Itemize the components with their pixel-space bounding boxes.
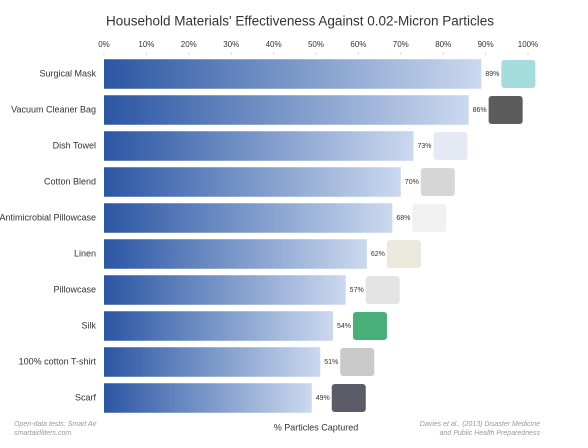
- y-tick-label: Vacuum Cleaner Bag: [11, 104, 96, 114]
- x-tick-label: 100%: [518, 40, 538, 49]
- bar: [104, 239, 367, 269]
- source-note: smartairfilters.com: [14, 430, 71, 437]
- x-tick-label: 40%: [266, 40, 282, 49]
- item-image: [501, 60, 536, 88]
- item-image: [412, 204, 447, 232]
- source-note: and Public Health Preparedness: [440, 430, 541, 437]
- x-axis-label: % Particles Captured: [274, 422, 359, 432]
- y-tick-label: Scarf: [75, 392, 97, 402]
- y-tick-label: Silk: [81, 320, 96, 330]
- value-label: 70%: [405, 179, 419, 186]
- x-tick-label: 20%: [181, 40, 197, 49]
- item-image: [331, 384, 366, 412]
- y-tick-label: Antimicrobial Pillowcase: [0, 212, 96, 222]
- y-tick-label: Cotton Blend: [44, 176, 96, 186]
- bar: [104, 203, 393, 233]
- x-tick-label: 90%: [478, 40, 494, 49]
- value-label: 89%: [485, 71, 499, 78]
- source-note: Davies et al., (2013) Disaster Medicine: [420, 421, 540, 428]
- value-label: 51%: [324, 359, 338, 366]
- x-tick-label: 80%: [435, 40, 451, 49]
- item-image: [352, 312, 387, 340]
- item-image: [488, 96, 523, 124]
- item-image: [365, 276, 400, 304]
- y-tick-label: Dish Towel: [53, 140, 96, 150]
- value-label: 49%: [316, 395, 330, 402]
- value-label: 54%: [337, 323, 351, 330]
- bar: [104, 59, 482, 89]
- item-image: [433, 132, 468, 160]
- y-tick-label: Linen: [74, 248, 96, 258]
- bar: [104, 95, 469, 125]
- chart-title: Household Materials' Effectiveness Again…: [106, 14, 494, 29]
- bar: [104, 131, 414, 161]
- y-tick-label: Pillowcase: [53, 284, 96, 294]
- item-image: [340, 348, 375, 376]
- x-tick-label: 70%: [393, 40, 409, 49]
- value-label: 68%: [396, 215, 410, 222]
- bar: [104, 167, 401, 197]
- value-label: 73%: [418, 143, 432, 150]
- x-tick-label: 50%: [308, 40, 324, 49]
- item-image: [386, 240, 421, 268]
- value-label: 62%: [371, 251, 385, 258]
- y-tick-label: 100% cotton T-shirt: [19, 356, 97, 366]
- bar: [104, 383, 312, 413]
- source-note: Open-data tests: Smart Air: [14, 421, 97, 428]
- bar: [104, 347, 321, 377]
- x-tick-label: 30%: [223, 40, 239, 49]
- value-label: 57%: [350, 287, 364, 294]
- value-label: 86%: [473, 107, 487, 114]
- y-tick-label: Surgical Mask: [39, 68, 96, 78]
- bar: [104, 275, 346, 305]
- x-tick-label: 10%: [138, 40, 154, 49]
- bar: [104, 311, 333, 341]
- item-image: [420, 168, 455, 196]
- x-tick-label: 60%: [350, 40, 366, 49]
- x-tick-label: 0%: [98, 40, 110, 49]
